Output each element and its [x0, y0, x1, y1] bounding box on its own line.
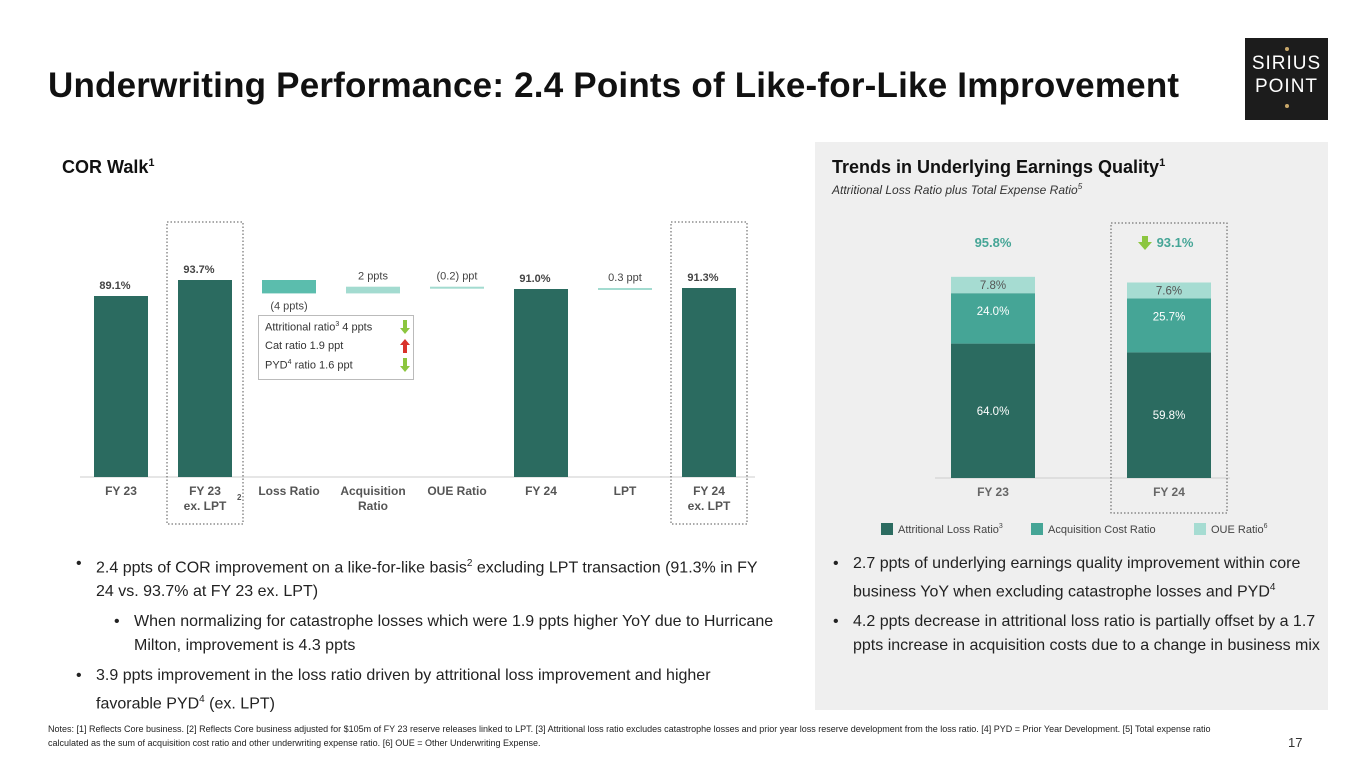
legend-label: Acquisition Cost Ratio: [1048, 524, 1156, 536]
x-tick-label: Acquisition Ratio: [340, 484, 405, 513]
annotation-line: PYD4 ratio 1.6 ppt: [265, 359, 353, 372]
x-tick-label: FY 23: [105, 484, 137, 498]
data-label: (0.2) ppt: [437, 271, 478, 283]
down-arrow-icon: [1138, 236, 1152, 250]
segment-attritional-loss-ratio: [951, 343, 1035, 478]
segment-label: 24.0%: [977, 306, 1010, 318]
sirius-point-logo: SIRIUS POINT: [1245, 38, 1328, 120]
ratio-annotation-box: Attritional ratio3 4 ppts Cat ratio 1.9 p…: [258, 315, 414, 380]
bar-lpt: [598, 287, 652, 290]
cor-walk-title: COR Walk1: [62, 157, 155, 177]
bullet-item: • When normalizing for catastrophe losses…: [114, 610, 776, 658]
segment-oue-ratio: [951, 276, 1035, 294]
data-label: 93.7%: [183, 264, 214, 276]
down-arrow-icon: [400, 358, 410, 372]
earnings-quality-title: Trends in Underlying Earnings Quality1: [832, 157, 1166, 177]
segment-attritional-loss-ratio: [1127, 352, 1211, 478]
bullet-dot: •: [76, 555, 82, 572]
data-label: 89.1%: [99, 280, 130, 292]
bullet-dot: •: [833, 555, 839, 572]
right-panel-background: [815, 142, 1328, 710]
logo-dot-bottom: [1285, 104, 1289, 108]
bar-fy-24: [514, 289, 568, 477]
logo-line2: POINT: [1254, 76, 1319, 97]
data-label: 2 ppts: [358, 271, 388, 283]
legend-label: Attritional Loss Ratio3: [898, 523, 1003, 536]
data-label: 91.0%: [519, 273, 550, 285]
data-label: (4 ppts): [270, 300, 307, 312]
x-tick-label: FY 23: [977, 485, 1009, 499]
annotation-line: Attritional ratio3 4 ppts: [265, 321, 373, 334]
bullet-dot: •: [114, 613, 120, 630]
segment-acquisition-cost-ratio: [951, 293, 1035, 344]
segment-oue-ratio: [1127, 282, 1211, 299]
logo-line1: SIRIUS: [1251, 53, 1322, 74]
bar-fy-23-ex-lpt: [178, 280, 232, 477]
segment-label: 7.6%: [1156, 285, 1182, 297]
bar-acquisition-ratio: [346, 286, 400, 294]
segment-acquisition-cost-ratio: [1127, 298, 1211, 353]
legend-label: OUE Ratio6: [1211, 523, 1268, 536]
bullet-item: • 2.4 ppts of COR improvement on a like-f…: [76, 552, 776, 604]
cor-walk-chart: 89.1% FY 23 93.7% FY 23 ex. LPT 2 (4 ppts) Loss…: [80, 221, 755, 525]
x-tick-label: FY 24 ex. LPT: [688, 484, 731, 513]
logo-dot: [1285, 47, 1289, 51]
x-tick-label: OUE Ratio: [427, 484, 486, 498]
data-label: 0.3 ppt: [608, 272, 642, 284]
x-tick-label: FY 24: [1153, 485, 1185, 499]
footnotes: Notes: [1] Reflects Core business. [2] R…: [48, 724, 1211, 748]
bar-oue-ratio: [430, 286, 484, 289]
total-label: 93.1%: [1157, 235, 1194, 250]
segment-label: 7.8%: [980, 280, 1006, 292]
annotation-line: Cat ratio 1.9 ppt: [265, 340, 344, 352]
x-tick-label: LPT: [614, 484, 637, 498]
total-label: 95.8%: [975, 235, 1012, 250]
earnings-quality-subtitle: Attritional Loss Ratio plus Total Expens…: [832, 182, 1083, 197]
page-title: Underwriting Performance: 2.4 Points of …: [48, 66, 1180, 105]
x-tick-sup: 2: [237, 493, 242, 502]
legend-swatch: [881, 523, 893, 535]
bullet-item: • 4.2 ppts decrease in attritional loss r…: [833, 610, 1323, 658]
x-tick-label: Loss Ratio: [258, 484, 319, 498]
bar-fy-23: [94, 296, 148, 477]
segment-label: 59.8%: [1153, 410, 1186, 422]
data-label: 91.3%: [687, 272, 718, 284]
x-tick-label: FY 24: [525, 484, 557, 498]
bar-loss-ratio: [262, 280, 316, 294]
earnings-quality-chart: 64.0% 24.0% 7.8% 95.8% FY 23 59.8% 25.7% 7.6% 93…: [881, 222, 1268, 536]
legend-swatch: [1194, 523, 1206, 535]
bullet-dot: •: [76, 667, 82, 684]
up-arrow-icon: [400, 339, 410, 353]
page-number: 17: [1288, 735, 1303, 750]
down-arrow-icon: [400, 320, 410, 334]
bullet-dot: •: [833, 613, 839, 630]
bullet-item: • 3.9 ppts improvement in the loss ratio …: [76, 664, 776, 716]
legend-swatch: [1031, 523, 1043, 535]
segment-label: 64.0%: [977, 406, 1010, 418]
bullet-item: • 2.7 ppts of underlying earnings quality…: [833, 552, 1323, 604]
bar-fy-24-ex-lpt: [682, 288, 736, 477]
segment-label: 25.7%: [1153, 311, 1186, 323]
x-tick-label: FY 23 ex. LPT: [184, 484, 227, 513]
